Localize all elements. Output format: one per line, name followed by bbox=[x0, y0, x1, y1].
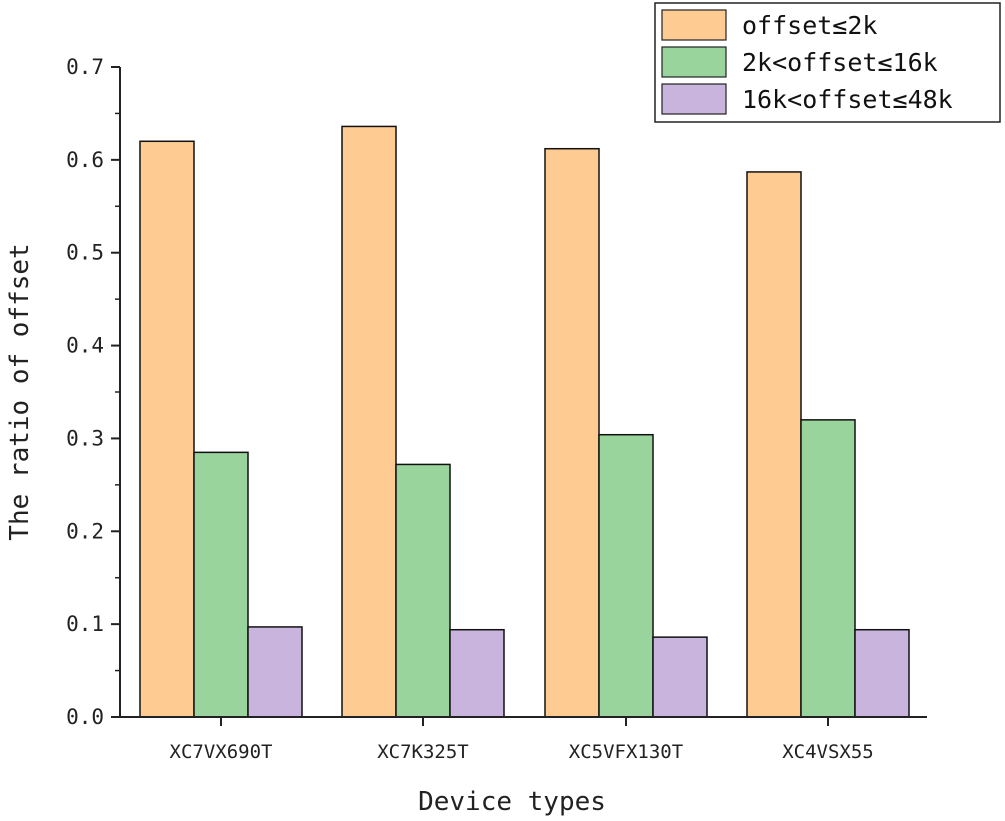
bar-XC4VSX55-series-1 bbox=[746, 171, 802, 718]
y-tick-label: 0.7 bbox=[66, 55, 104, 79]
legend-label: offset≤2k bbox=[742, 11, 877, 40]
bar-XC5VFX130T-series-3 bbox=[652, 636, 708, 718]
legend-swatch bbox=[661, 46, 727, 78]
bar-XC7K325T-series-3 bbox=[449, 628, 505, 718]
bar-XC5VFX130T-series-1 bbox=[544, 147, 600, 718]
bar-XC7VX690T-series-3 bbox=[247, 626, 303, 718]
y-tick-label: 0.4 bbox=[66, 334, 104, 358]
legend: offset≤2k 2k<offset≤16k 16k<offset≤48k bbox=[654, 2, 1001, 123]
bar-XC4VSX55-series-2 bbox=[800, 419, 856, 718]
y-tick-label: 0.6 bbox=[66, 148, 104, 172]
y-axis-title: The ratio of offset bbox=[5, 243, 35, 540]
x-tick-label: XC4VSX55 bbox=[782, 741, 874, 763]
y-tick-label: 0.3 bbox=[66, 426, 104, 450]
x-ticks: XC7VX690T XC7K325T XC5VFX130T XC4VSX55 bbox=[170, 717, 874, 763]
y-tick-label: 0.2 bbox=[66, 519, 104, 543]
plot-area bbox=[139, 125, 910, 718]
bar-XC7VX690T-series-1 bbox=[139, 140, 195, 718]
y-tick-label: 0.1 bbox=[66, 612, 104, 636]
y-ticks: 0.0 0.1 0.2 0.3 0.4 0.5 0.6 0.7 bbox=[66, 55, 120, 729]
legend-swatch bbox=[661, 9, 727, 41]
legend-label: 16k<offset≤48k bbox=[742, 85, 953, 114]
y-tick-label: 0.0 bbox=[66, 705, 104, 729]
x-tick-label: XC7VX690T bbox=[170, 741, 273, 763]
legend-swatch bbox=[661, 83, 727, 115]
x-tick-label: XC5VFX130T bbox=[569, 741, 683, 763]
x-axis-title: Device types bbox=[418, 787, 606, 817]
x-tick-label: XC7K325T bbox=[377, 741, 469, 763]
bar-XC4VSX55-series-3 bbox=[854, 628, 910, 718]
bar-XC7K325T-series-1 bbox=[341, 125, 397, 718]
bar-XC7VX690T-series-2 bbox=[193, 451, 249, 718]
bar-XC5VFX130T-series-2 bbox=[598, 433, 654, 718]
legend-label: 2k<offset≤16k bbox=[742, 48, 938, 77]
bar-XC7K325T-series-2 bbox=[395, 463, 451, 718]
y-tick-label: 0.5 bbox=[66, 241, 104, 265]
